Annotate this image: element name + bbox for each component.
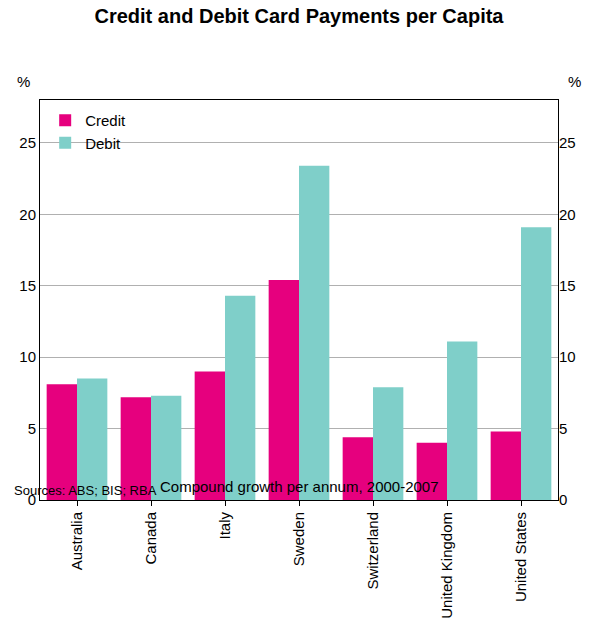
svg-text:25: 25 [559,134,576,151]
svg-text:15: 15 [19,277,36,294]
svg-text:Italy: Italy [216,512,233,540]
svg-text:%: % [17,73,30,90]
svg-text:United States: United States [512,512,529,602]
svg-text:%: % [568,73,581,90]
svg-text:0: 0 [28,491,36,508]
svg-text:Canada: Canada [142,511,159,564]
svg-text:5: 5 [559,420,567,437]
svg-text:25: 25 [19,134,36,151]
svg-text:Debit: Debit [85,135,121,152]
svg-text:20: 20 [19,206,36,223]
svg-text:Sources: ABS; BIS; RBA: Sources: ABS; BIS; RBA [14,483,157,498]
svg-text:Credit and Debit Card Payments: Credit and Debit Card Payments per Capit… [95,5,505,27]
svg-text:15: 15 [559,277,576,294]
svg-text:10: 10 [19,348,36,365]
svg-text:20: 20 [559,206,576,223]
svg-text:Compound growth per annum, 200: Compound growth per annum, 2000-2007 [160,478,439,495]
svg-text:Australia: Australia [68,511,85,570]
svg-text:10: 10 [559,348,576,365]
svg-text:Sweden: Sweden [290,512,307,566]
svg-text:5: 5 [28,420,36,437]
svg-text:0: 0 [559,491,567,508]
svg-text:Switzerland: Switzerland [364,512,381,590]
svg-text:United Kingdom: United Kingdom [438,512,455,619]
svg-text:Credit: Credit [85,112,126,129]
